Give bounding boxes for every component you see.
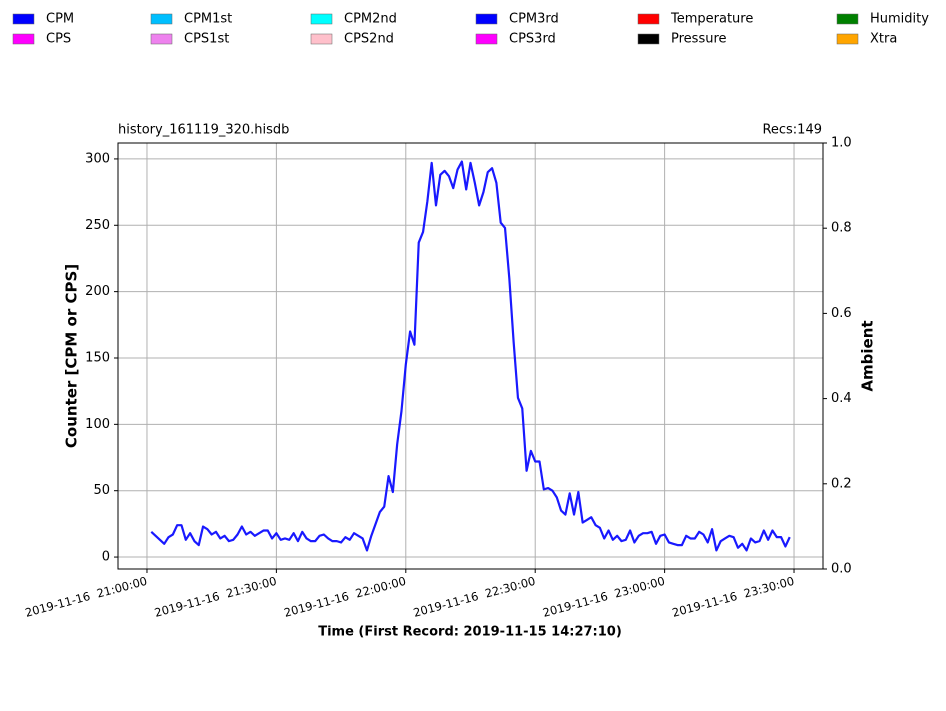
chart-subtitle: Recs:149	[762, 123, 822, 138]
legend-label: Temperature	[670, 12, 753, 27]
legend-swatch	[637, 13, 660, 25]
legend-label: Humidity	[870, 12, 929, 27]
y-tick-label: 50	[93, 483, 110, 498]
y2-tick-label: 0.8	[831, 221, 852, 236]
legend-swatch	[150, 33, 173, 45]
legend-swatch	[150, 13, 173, 25]
x-tick-label: 2019-11-16 22:30:00	[412, 574, 537, 620]
y-tick-label: 300	[85, 151, 110, 166]
legend-label: CPM2nd	[344, 12, 397, 27]
x-tick-label: 2019-11-16 22:00:00	[282, 574, 407, 620]
legend-label: CPS3rd	[509, 32, 556, 47]
y2-tick-label: 0.6	[831, 306, 852, 321]
legend-label: CPS1st	[184, 32, 229, 47]
legend-label: CPS	[46, 32, 71, 47]
y-tick-label: 200	[85, 284, 110, 299]
legend-label: CPM	[46, 12, 74, 27]
legend-swatch	[475, 33, 498, 45]
legend-swatch	[12, 13, 35, 25]
y2-axis-label: Ambient	[859, 320, 877, 391]
x-tick-label: 2019-11-16 21:30:00	[153, 574, 278, 620]
x-tick-label: 2019-11-16 23:00:00	[541, 574, 666, 620]
legend-swatch	[637, 33, 660, 45]
y2-tick-label: 0.2	[831, 476, 852, 491]
y-tick-label: 150	[85, 350, 110, 365]
x-axis-label: Time (First Record: 2019-11-15 14:27:10)	[318, 625, 622, 640]
x-tick-label: 2019-11-16 21:00:00	[24, 574, 149, 620]
y2-tick-label: 0.4	[831, 391, 852, 406]
y-tick-label: 100	[85, 417, 110, 432]
plot-frame	[117, 142, 824, 570]
y-tick-label: 250	[85, 218, 110, 233]
legend-label: CPS2nd	[344, 32, 394, 47]
legend-label: CPM3rd	[509, 12, 559, 27]
data-line	[150, 160, 791, 552]
legend-label: CPM1st	[184, 12, 232, 27]
y2-tick-label: 1.0	[831, 136, 852, 151]
y2-tick-label: 0.0	[831, 562, 852, 577]
chart-title: history_161119_320.hisdb	[118, 123, 289, 138]
legend-swatch	[475, 13, 498, 25]
x-tick-label: 2019-11-16 23:30:00	[671, 574, 796, 620]
legend-swatch	[836, 33, 859, 45]
legend-swatch	[310, 13, 333, 25]
y-tick-label: 0	[102, 550, 110, 565]
legend-label: Xtra	[870, 32, 897, 47]
y-axis-label: Counter [CPM or CPS]	[63, 264, 81, 448]
legend-label: Pressure	[671, 32, 727, 47]
legend-swatch	[12, 33, 35, 45]
legend-swatch	[836, 13, 859, 25]
legend-swatch	[310, 33, 333, 45]
